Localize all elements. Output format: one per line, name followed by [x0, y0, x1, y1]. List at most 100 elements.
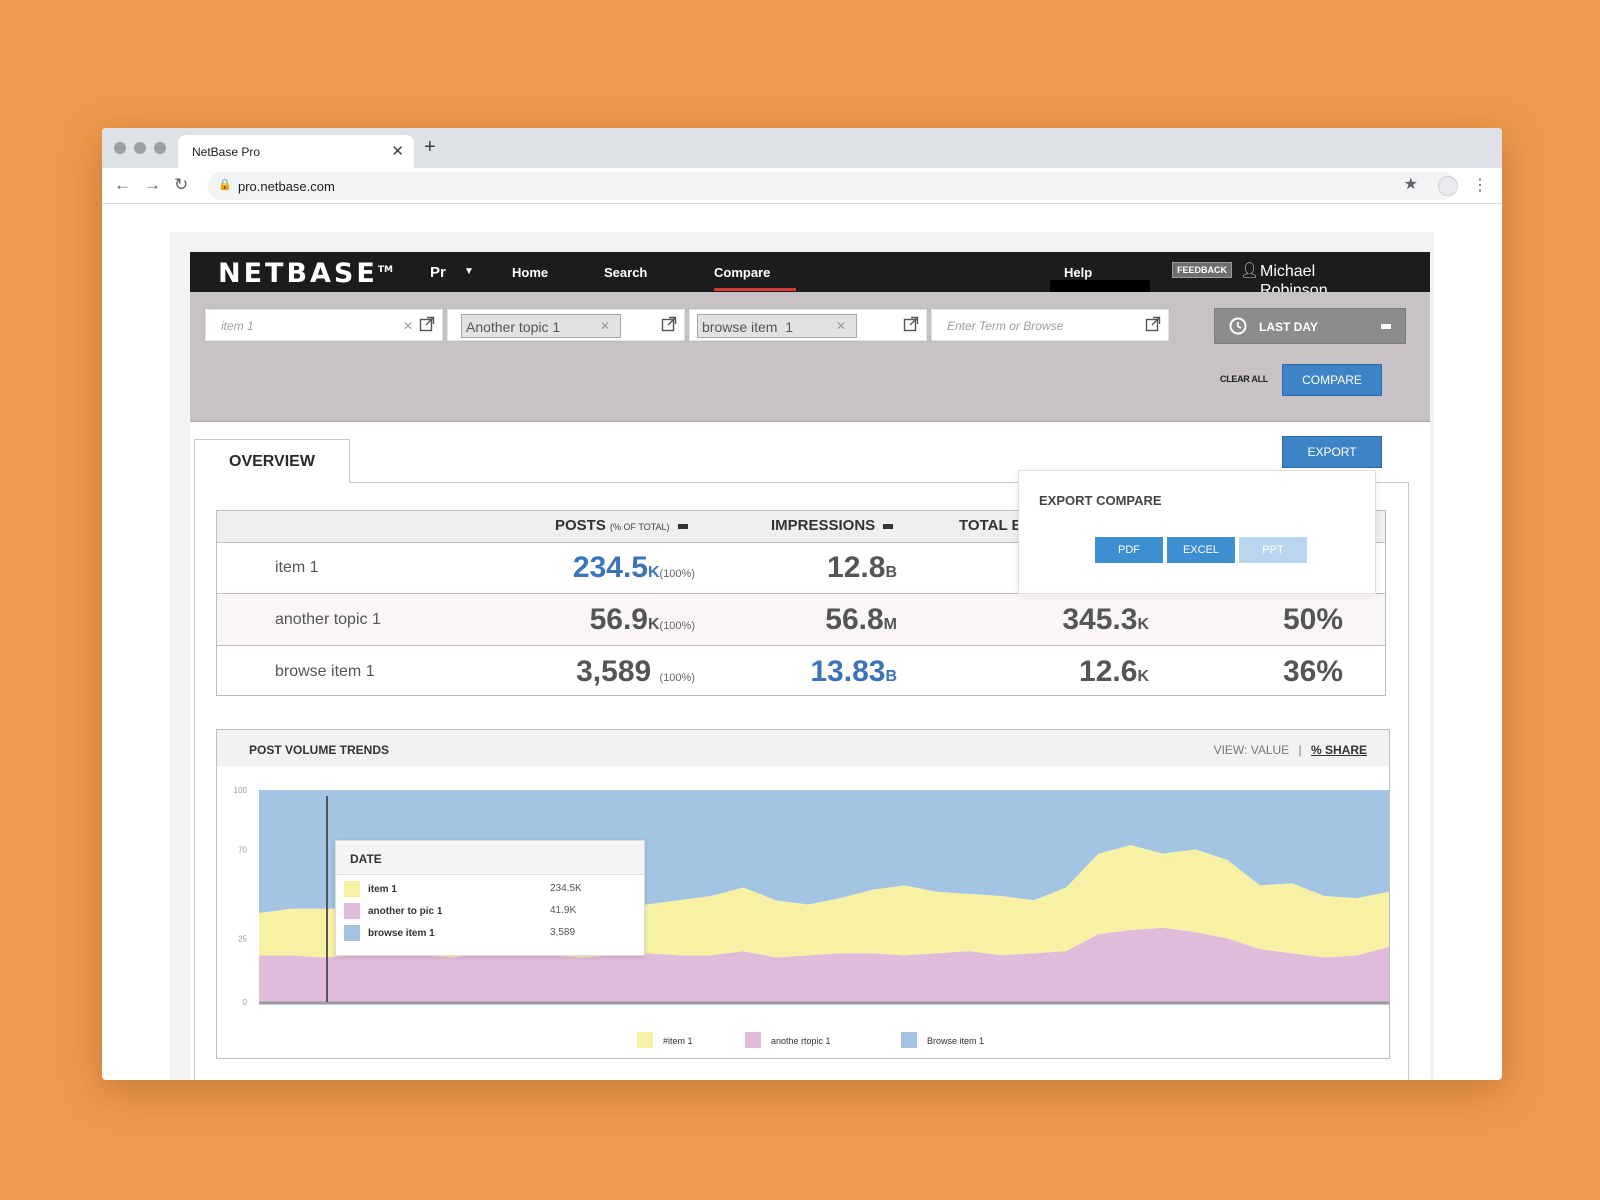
back-icon[interactable]: ←	[114, 175, 131, 194]
url-text: pro.netbase.com	[238, 179, 335, 194]
close-window-dot[interactable]	[114, 142, 126, 154]
active-nav-indicator	[714, 288, 796, 291]
maximize-window-dot[interactable]	[154, 142, 166, 154]
tooltip-row: browse item 1 3,589	[344, 925, 634, 943]
compare-button[interactable]: COMPARE	[1282, 364, 1382, 396]
open-external-icon[interactable]	[1145, 316, 1161, 332]
export-pdf-button[interactable]: PDF	[1095, 537, 1163, 563]
y-tick-label: 25	[238, 934, 247, 943]
chip-remove-icon[interactable]: ✕	[835, 319, 846, 333]
posts-value: 56.9K(100%)	[590, 603, 695, 637]
posts-value: 234.5K(100%)	[573, 551, 695, 585]
legend-label: Browse item 1	[927, 1036, 985, 1046]
browser-tab[interactable]: NetBase Pro ✕	[178, 135, 414, 168]
y-tick-label: 100	[234, 786, 248, 795]
nav-home[interactable]: Home	[512, 265, 549, 280]
export-button[interactable]: EXPORT	[1282, 436, 1382, 468]
netbase-logo[interactable]: NETBASETM	[218, 258, 393, 289]
user-name[interactable]: Michael Robinson	[1260, 263, 1328, 292]
clear-all-link[interactable]: CLEAR ALL	[1220, 374, 1268, 384]
posts-value: 3,589 (100%)	[576, 655, 695, 689]
address-bar[interactable]: 🔒 pro.netbase.com	[208, 172, 1456, 200]
topic-input-3[interactable]: browse item 1 ✕	[688, 308, 928, 342]
tab-close-icon[interactable]: ✕	[391, 143, 404, 160]
topic-input-2[interactable]: Another topic 1 ✕	[446, 308, 686, 342]
posts-percent: (100%)	[659, 620, 695, 632]
posts-header-label: POSTS	[555, 517, 606, 534]
view-label: VIEW:	[1213, 743, 1248, 757]
bookmark-star-icon[interactable]: ★	[1403, 176, 1418, 193]
y-tick-label: 0	[243, 998, 248, 1007]
clock-icon	[1229, 317, 1247, 335]
impressions-number: 13.83	[810, 655, 886, 688]
page-canvas: NETBASETM Pr ▼ Home Search Compare Help …	[170, 232, 1434, 1080]
chevron-down-icon[interactable]: ▼	[464, 266, 474, 277]
clear-icon[interactable]: ✕	[402, 319, 413, 333]
topic-input-1[interactable]: item 1 ✕	[204, 308, 444, 342]
open-external-icon[interactable]	[903, 316, 919, 332]
posts-number: 234.5	[572, 551, 648, 584]
tooltip-series-name: item 1	[368, 884, 397, 895]
tooltip-series-name: another to pic 1	[368, 906, 443, 917]
sort-icon	[677, 523, 688, 529]
tooltip-title: DATE	[350, 852, 382, 866]
total-header[interactable]: TOTAL E	[959, 517, 1022, 534]
y-tick-label: 70	[238, 845, 247, 854]
tooltip-series-value: 41.9K	[550, 905, 577, 916]
view-share-option[interactable]: % SHARE	[1310, 743, 1367, 757]
browser-menu-icon[interactable]: ⋮	[1472, 177, 1488, 194]
tab-overview[interactable]: OVERVIEW	[194, 439, 350, 483]
help-underline	[1050, 280, 1150, 292]
topic-input-4[interactable]: Enter Term or Browse	[930, 308, 1170, 342]
product-switcher[interactable]: Pr	[430, 264, 446, 281]
logo-trademark: TM	[377, 265, 393, 275]
new-tab-icon[interactable]: +	[424, 136, 436, 158]
legend-swatch	[745, 1032, 761, 1048]
chart-tooltip: DATE item 1 234.5K another to pic 1 41.9…	[335, 840, 645, 956]
open-external-icon[interactable]	[661, 316, 677, 332]
table-row[interactable]: browse item 1 3,589 (100%) 13.83B 12.6K …	[217, 647, 1385, 698]
impressions-value: 13.83B	[810, 655, 897, 689]
impressions-unit: B	[885, 564, 897, 581]
share-value: 36%	[1282, 655, 1343, 688]
browser-window: NetBase Pro ✕ + ← → ↻ 🔒 pro.netbase.com …	[102, 128, 1502, 1080]
reload-icon[interactable]: ↻	[174, 175, 189, 194]
feedback-button[interactable]: FEEDBACK	[1172, 262, 1233, 278]
trends-title: POST VOLUME TRENDS	[249, 743, 390, 757]
user-icon: 👤︎	[1240, 262, 1260, 279]
topic-chip-another-topic[interactable]: Another topic 1 ✕	[461, 314, 621, 338]
posts-header[interactable]: POSTS (% OF TOTAL)	[555, 517, 688, 534]
nav-search[interactable]: Search	[604, 265, 648, 280]
posts-percent: (100%)	[659, 568, 695, 580]
impressions-number: 12.8	[827, 551, 886, 584]
sort-icon	[883, 523, 894, 529]
legend-swatch	[901, 1032, 917, 1048]
tooltip-swatch	[344, 925, 360, 941]
tooltip-series-value: 234.5K	[550, 883, 582, 894]
row-name: another topic 1	[275, 611, 381, 628]
collapse-icon	[1381, 324, 1391, 329]
impressions-unit: M	[883, 616, 897, 633]
export-ppt-button[interactable]: PPT	[1239, 537, 1307, 563]
tab-divider	[350, 482, 1408, 483]
trends-header: POST VOLUME TRENDS VIEW: VALUE | % SHARE	[217, 730, 1389, 766]
export-excel-button[interactable]: EXCEL	[1167, 537, 1235, 563]
topic-chip-browse-item[interactable]: browse item 1 ✕	[697, 314, 857, 338]
content-border-left	[194, 482, 195, 1080]
nav-compare[interactable]: Compare	[714, 265, 771, 280]
posts-header-sub: (% OF TOTAL)	[610, 522, 670, 532]
view-value-option[interactable]: VALUE	[1250, 743, 1290, 757]
impressions-unit: B	[885, 668, 897, 685]
open-external-icon[interactable]	[419, 316, 435, 332]
impressions-header[interactable]: IMPRESSIONS	[771, 517, 894, 534]
share-value: 50%	[1282, 603, 1343, 636]
time-range-dropdown[interactable]: LAST DAY	[1214, 308, 1406, 344]
profile-avatar[interactable]	[1438, 176, 1458, 196]
table-row[interactable]: item 1 234.5K(100%) 12.8B	[217, 543, 1385, 594]
forward-icon[interactable]: →	[144, 175, 161, 194]
table-row[interactable]: another topic 1 56.9K(100%) 56.8M 345.3K…	[217, 595, 1385, 646]
export-popup-title: EXPORT COMPARE	[1039, 493, 1162, 508]
minimize-window-dot[interactable]	[134, 142, 146, 154]
chip-remove-icon[interactable]: ✕	[599, 319, 610, 333]
nav-help[interactable]: Help	[1064, 265, 1093, 280]
